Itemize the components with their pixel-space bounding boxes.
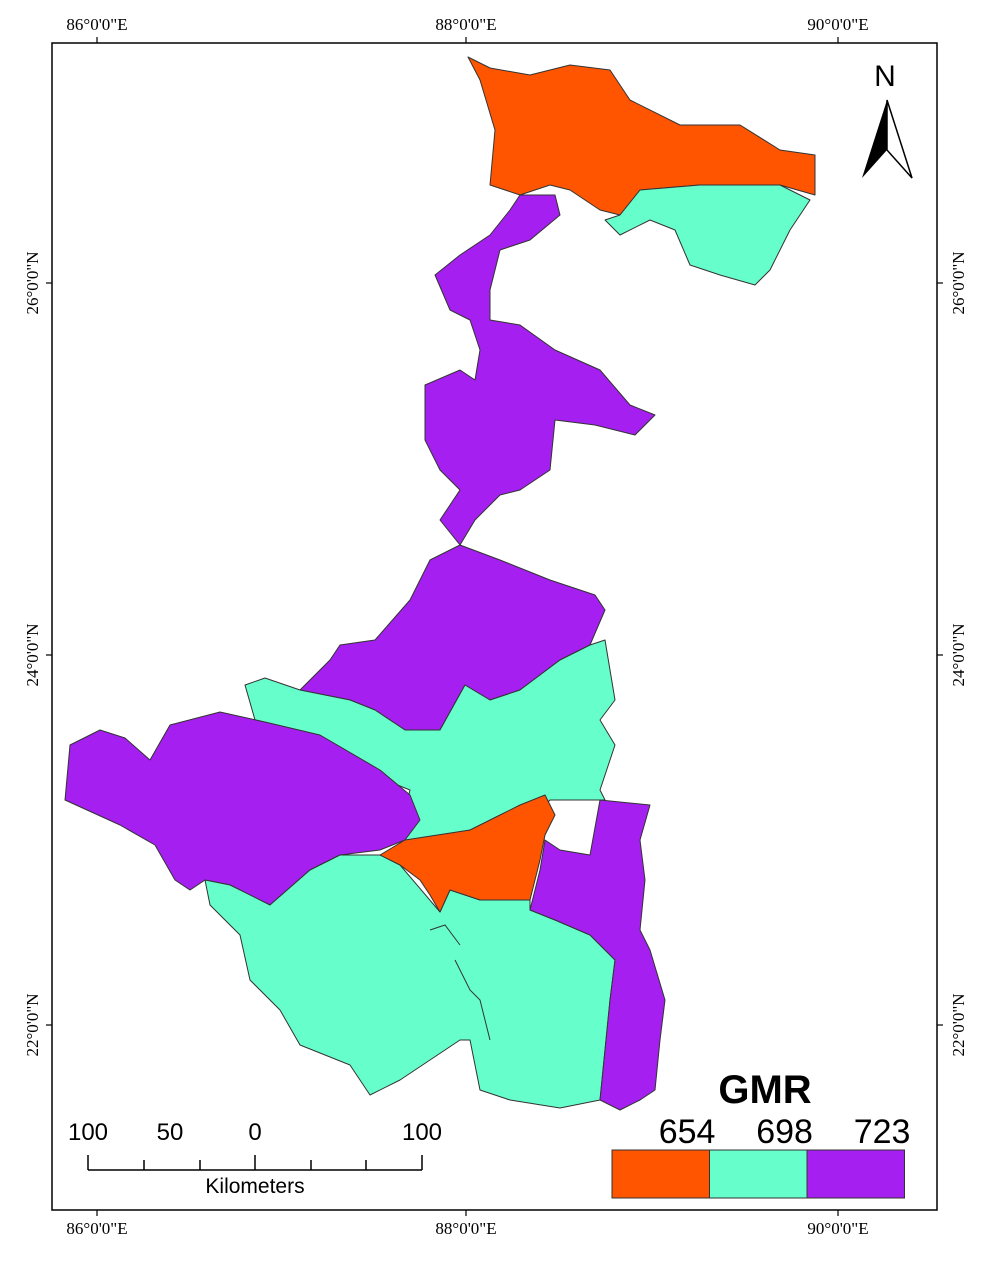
legend-label: 654 <box>659 1113 716 1151</box>
region <box>379 794 556 913</box>
legend-label: 723 <box>854 1113 911 1151</box>
longitude-label: 90°0'0"E <box>807 1219 868 1238</box>
legend-swatch <box>709 1149 808 1199</box>
legend-title: GMR <box>718 1068 811 1112</box>
river <box>429 924 491 1041</box>
longitude-label: 90°0'0"E <box>807 15 868 34</box>
region <box>424 194 656 546</box>
latitude-label: 26°0'0"N <box>949 251 968 314</box>
graticule-labels: 86°0'0"E 88°0'0"E 90°0'0"E 86°0'0"E 88°0… <box>23 15 968 1238</box>
longitude-label: 88°0'0"E <box>435 15 496 34</box>
scale-label: 100 <box>402 1119 442 1146</box>
arrow-half <box>886 99 913 179</box>
latitude-label: 26°0'0"N <box>23 251 42 314</box>
region <box>604 184 811 286</box>
latitude-label: 24°0'0"N <box>949 623 968 686</box>
arrow-half <box>862 100 887 178</box>
latitude-label: 22°0'0"N <box>23 993 42 1056</box>
longitude-label: 88°0'0"E <box>435 1219 496 1238</box>
legend-label: 698 <box>756 1113 813 1151</box>
north-label: N <box>874 60 896 93</box>
graticule-ticks <box>46 37 943 1216</box>
scale-label: 50 <box>157 1119 184 1146</box>
longitude-label: 86°0'0"E <box>66 15 127 34</box>
region <box>529 799 666 1111</box>
scale-line <box>87 1155 423 1171</box>
latitude-label: 22°0'0"N <box>949 993 968 1056</box>
region <box>64 711 421 906</box>
north-arrow: N <box>862 60 913 179</box>
scale-unit: Kilometers <box>205 1175 304 1198</box>
legend: GMR 654 698 723 <box>611 1068 911 1199</box>
scale-label: 100 <box>68 1119 108 1146</box>
legend-swatch <box>611 1149 710 1199</box>
latitude-label: 24°0'0"N <box>23 623 42 686</box>
scale-label: 0 <box>248 1119 261 1146</box>
scale-bar: 100 50 0 100 Kilometers <box>68 1119 442 1198</box>
regions <box>64 56 816 1111</box>
longitude-label: 86°0'0"E <box>66 1219 127 1238</box>
legend-swatch <box>806 1149 905 1199</box>
